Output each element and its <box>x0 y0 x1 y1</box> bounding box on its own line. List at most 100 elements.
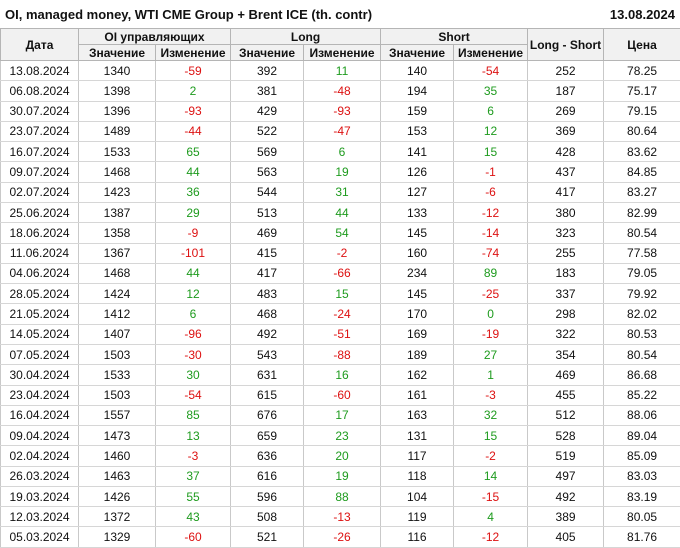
cell-price: 79.15 <box>603 100 680 122</box>
cell-long-change: -60 <box>303 384 382 406</box>
cell-long-change: -26 <box>303 526 382 548</box>
cell-long-change: 23 <box>303 425 382 447</box>
cell-net: 337 <box>527 283 605 305</box>
cell-short-value: 104 <box>380 485 455 508</box>
cell-oi-value: 1372 <box>78 506 156 528</box>
cell-oi-value: 1396 <box>78 100 156 122</box>
col-group-oi: OI управляющих <box>77 28 232 45</box>
cell-oi-change: -96 <box>154 323 232 345</box>
table-row: 02.04.2024 1460 -3 636 20 117 -2 519 85.09 <box>0 445 680 467</box>
cell-short-value: 145 <box>380 222 455 244</box>
cell-short-value: 160 <box>380 242 455 264</box>
cell-long-change: 88 <box>303 485 382 508</box>
cell-net: 528 <box>527 425 605 447</box>
cell-net: 298 <box>527 303 605 325</box>
table-row: 23.04.2024 1503 -54 615 -60 161 -3 455 85.22 <box>0 384 680 406</box>
col-header-long-value: Значение <box>230 44 305 61</box>
cell-date: 04.06.2024 <box>0 262 79 285</box>
cell-date: 13.08.2024 <box>0 59 79 82</box>
cell-oi-change: 44 <box>154 262 232 285</box>
cell-short-change: -15 <box>453 485 529 508</box>
cell-date: 09.04.2024 <box>0 425 79 447</box>
cell-price: 81.76 <box>603 526 680 548</box>
table-row: 23.07.2024 1489 -44 522 -47 153 12 369 80.64 <box>0 120 680 143</box>
cell-date: 12.03.2024 <box>0 506 79 528</box>
cell-short-value: 131 <box>380 425 455 447</box>
cell-long-change: -93 <box>303 100 382 122</box>
table-row: 16.04.2024 1557 85 676 17 163 32 512 88.06 <box>0 404 680 427</box>
cell-oi-change: 55 <box>154 485 232 508</box>
cell-short-value: 126 <box>380 161 455 183</box>
col-header-date: Дата <box>0 28 79 61</box>
cell-oi-value: 1424 <box>78 283 156 305</box>
cell-long-value: 631 <box>230 364 305 386</box>
table-row: 16.07.2024 1533 65 569 6 141 15 428 83.62 <box>0 141 680 163</box>
cell-net: 323 <box>527 222 605 244</box>
cell-long-change: -51 <box>303 323 382 345</box>
cell-net: 380 <box>527 201 605 224</box>
cell-date: 14.05.2024 <box>0 323 79 345</box>
table-row: 28.05.2024 1424 12 483 15 145 -25 337 79.92 <box>0 283 680 305</box>
cell-price: 89.04 <box>603 425 680 447</box>
cell-price: 85.22 <box>603 384 680 406</box>
table-row: 25.06.2024 1387 29 513 44 133 -12 380 82.99 <box>0 201 680 224</box>
cell-price: 75.17 <box>603 80 680 102</box>
cell-oi-value: 1557 <box>78 404 156 427</box>
cell-long-value: 508 <box>230 506 305 528</box>
cell-oi-change: -9 <box>154 222 232 244</box>
cell-short-value: 161 <box>380 384 455 406</box>
cell-long-value: 468 <box>230 303 305 325</box>
cell-date: 18.06.2024 <box>0 222 79 244</box>
cell-price: 80.53 <box>603 323 680 345</box>
cell-oi-change: -93 <box>154 100 232 122</box>
cell-short-value: 234 <box>380 262 455 285</box>
cell-oi-value: 1423 <box>78 181 156 203</box>
cell-short-change: 12 <box>453 120 529 143</box>
cell-net: 405 <box>527 526 605 548</box>
cell-long-value: 415 <box>230 242 305 264</box>
cell-net: 389 <box>527 506 605 528</box>
cell-short-value: 118 <box>380 465 455 487</box>
cell-oi-change: 29 <box>154 201 232 224</box>
cell-short-value: 127 <box>380 181 455 203</box>
cell-oi-change: 12 <box>154 283 232 305</box>
cell-short-change: 14 <box>453 465 529 487</box>
cell-long-value: 492 <box>230 323 305 345</box>
cell-short-change: -19 <box>453 323 529 345</box>
cell-long-change: 16 <box>303 364 382 386</box>
table-row: 26.03.2024 1463 37 616 19 118 14 497 83.03 <box>0 465 680 487</box>
table-row: 30.04.2024 1533 30 631 16 162 1 469 86.68 <box>0 364 680 386</box>
cell-date: 02.07.2024 <box>0 181 79 203</box>
cell-date: 05.03.2024 <box>0 526 79 548</box>
cell-date: 30.07.2024 <box>0 100 79 122</box>
cell-oi-value: 1473 <box>78 425 156 447</box>
cell-long-change: 19 <box>303 465 382 487</box>
cell-price: 88.06 <box>603 404 680 427</box>
cell-short-value: 162 <box>380 364 455 386</box>
cell-oi-change: 65 <box>154 141 232 163</box>
cell-short-change: 89 <box>453 262 529 285</box>
cell-net: 428 <box>527 141 605 163</box>
cell-long-value: 563 <box>230 161 305 183</box>
table-row: 19.03.2024 1426 55 596 88 104 -15 492 83.19 <box>0 485 680 508</box>
cell-net: 354 <box>527 343 605 366</box>
cell-oi-change: 30 <box>154 364 232 386</box>
cell-date: 09.07.2024 <box>0 161 79 183</box>
cell-long-change: 17 <box>303 404 382 427</box>
cell-date: 06.08.2024 <box>0 80 79 102</box>
table-row: 11.06.2024 1367 -101 415 -2 160 -74 255 77.58 <box>0 242 680 264</box>
cell-short-change: -3 <box>453 384 529 406</box>
table-row: 02.07.2024 1423 36 544 31 127 -6 417 83.27 <box>0 181 680 203</box>
cell-net: 497 <box>527 465 605 487</box>
cell-long-change: 11 <box>303 59 382 82</box>
cell-price: 83.27 <box>603 181 680 203</box>
cell-short-change: 6 <box>453 100 529 122</box>
cell-oi-value: 1463 <box>78 465 156 487</box>
cell-price: 79.05 <box>603 262 680 285</box>
cell-net: 519 <box>527 445 605 467</box>
cell-price: 83.03 <box>603 465 680 487</box>
cell-price: 82.99 <box>603 201 680 224</box>
cell-long-value: 544 <box>230 181 305 203</box>
table-header: Дата OI управляющих Long Short Long - Sh… <box>0 28 680 61</box>
cell-short-value: 169 <box>380 323 455 345</box>
